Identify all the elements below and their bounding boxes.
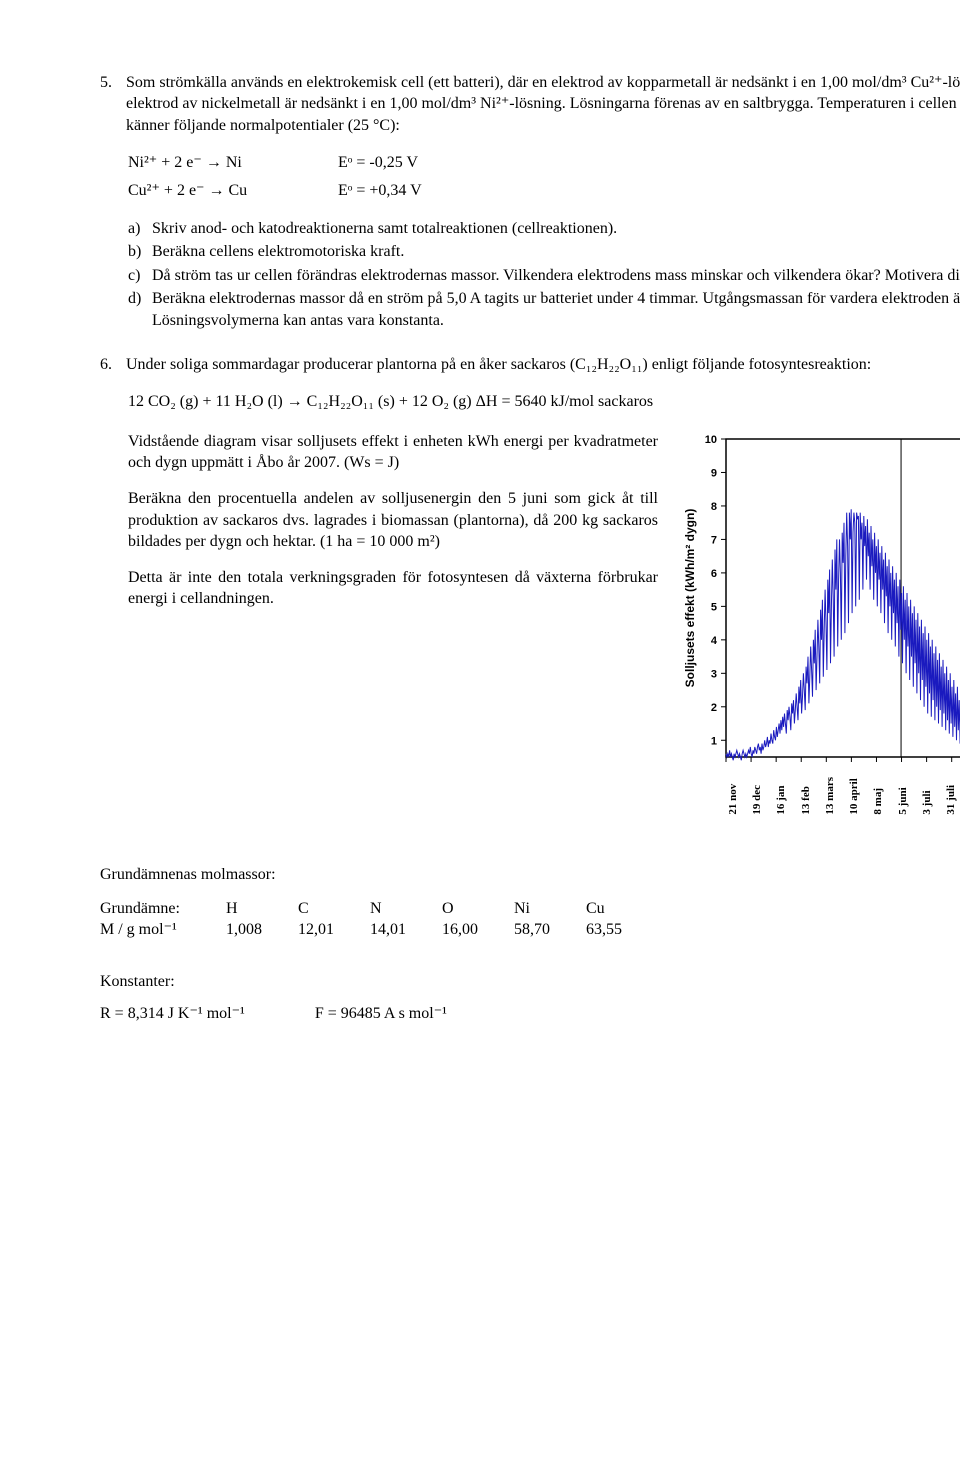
svg-text:9: 9 xyxy=(711,467,717,479)
molar-col-2-name: N xyxy=(370,898,442,920)
constants-title: Konstanter: xyxy=(100,971,960,993)
molar-col-4-name: Ni xyxy=(514,898,586,920)
svg-text:6: 6 xyxy=(711,568,717,580)
molar-col-2-value: 14,01 xyxy=(370,919,442,941)
molar-row2-head: M / g mol⁻¹ xyxy=(100,919,226,941)
problem-5-number: 5. xyxy=(100,72,126,94)
sunlight-chart-x-tick: 13 mars xyxy=(823,777,838,815)
page-language-marker: SV xyxy=(100,30,960,52)
svg-text:5: 5 xyxy=(711,601,717,613)
molar-mass-title: Grundämnenas molmassor: xyxy=(100,864,960,886)
svg-text:3: 3 xyxy=(711,668,717,680)
molar-row1-head: Grundämne: xyxy=(100,898,226,920)
part-a-text: Skriv anod- och katodreaktionerna samt t… xyxy=(152,218,960,240)
problem-6-para1: Vidstående diagram visar solljusets effe… xyxy=(128,431,658,474)
svg-text:Solljusets effekt (kWh/m² dygn: Solljusets effekt (kWh/m² dygn) xyxy=(683,508,697,687)
part-d-text: Beräkna elektrodernas massor då en ström… xyxy=(152,288,960,331)
molar-col-3-value: 16,00 xyxy=(442,919,514,941)
sunlight-chart-x-ticks: 21 nov 19 dec 16 jan 13 feb 13 mars 10 april 8… xyxy=(680,777,960,815)
sunlight-chart-x-tick: 10 april xyxy=(847,777,862,815)
sunlight-chart-x-tick: 13 feb xyxy=(799,777,814,815)
eq-ni-right: Eᵒ = -0,25 V xyxy=(338,152,498,174)
constant-r: R = 8,314 J K⁻¹ mol⁻¹ xyxy=(100,1003,245,1025)
part-d-letter: d) xyxy=(128,288,152,310)
molar-col-4-value: 58,70 xyxy=(514,919,586,941)
sunlight-chart-x-tick: 31 juli xyxy=(944,777,959,815)
problem-5-equations: Ni²⁺ + 2 e⁻ → Ni Eᵒ = -0,25 V Cu²⁺ + 2 e… xyxy=(128,152,960,201)
problem-6-para3: Detta är inte den totala verkningsgraden… xyxy=(128,567,658,610)
svg-text:1: 1 xyxy=(711,735,717,747)
sunlight-chart-x-tick: 16 jan xyxy=(774,777,789,815)
constants-row: R = 8,314 J K⁻¹ mol⁻¹ F = 96485 A s mol⁻… xyxy=(100,1003,960,1025)
sunlight-chart-x-tick: 21 nov xyxy=(726,777,741,815)
problem-6-left-column: Vidstående diagram visar solljusets effe… xyxy=(128,431,658,624)
problem-5: 5. Som strömkälla används en elektrokemi… xyxy=(100,72,960,332)
sunlight-chart-svg: 1 2 3 4 5 6 7 8 9 10 Solljusets effekt (kWh/m² dyg… xyxy=(680,431,960,771)
constant-f: F = 96485 A s mol⁻¹ xyxy=(315,1003,447,1025)
sunlight-chart-x-tick: 5 juni xyxy=(896,777,911,815)
eq-ni-left: Ni²⁺ + 2 e⁻ → Ni xyxy=(128,152,338,174)
sunlight-chart: 1 2 3 4 5 6 7 8 9 10 Solljusets effekt (kWh/m² dyg… xyxy=(680,431,960,815)
svg-text:4: 4 xyxy=(711,635,718,647)
part-b-text: Beräkna cellens elektromotoriska kraft. xyxy=(152,241,960,263)
svg-text:2: 2 xyxy=(711,702,717,714)
molar-mass-table: Grundämne: H C N O Ni Cu M / g mol⁻¹ 1,0… xyxy=(100,898,960,941)
svg-text:8: 8 xyxy=(711,501,717,513)
sunlight-chart-x-tick: 19 dec xyxy=(750,777,765,815)
molar-col-0-name: H xyxy=(226,898,298,920)
molar-col-1-value: 12,01 xyxy=(298,919,370,941)
part-b-letter: b) xyxy=(128,241,152,263)
molar-col-0-value: 1,008 xyxy=(226,919,298,941)
molar-col-3-name: O xyxy=(442,898,514,920)
problem-6-intro: Under soliga sommardagar producerar plan… xyxy=(126,354,960,376)
part-c-letter: c) xyxy=(128,265,152,287)
problem-6-number: 6. xyxy=(100,354,126,376)
part-a-letter: a) xyxy=(128,218,152,240)
molar-col-5-value: 63,55 xyxy=(586,919,658,941)
sunlight-chart-x-tick: 8 maj xyxy=(871,777,886,815)
sunlight-chart-x-tick: 3 juli xyxy=(920,777,935,815)
molar-col-1-name: C xyxy=(298,898,370,920)
problem-6-reaction: 12 CO₂ (g) + 11 H₂O (l) → C₁₂H₂₂O₁₁ (s) … xyxy=(128,391,960,413)
part-c-text: Då ström tas ur cellen förändras elektro… xyxy=(152,265,960,287)
problem-5-intro: Som strömkälla används en elektrokemisk … xyxy=(126,72,960,137)
svg-text:7: 7 xyxy=(711,534,717,546)
eq-cu-left: Cu²⁺ + 2 e⁻ → Cu xyxy=(128,180,338,202)
svg-text:10: 10 xyxy=(705,434,717,446)
molar-col-5-name: Cu xyxy=(586,898,658,920)
problem-5-subparts: a) Skriv anod- och katodreaktionerna sam… xyxy=(128,218,960,332)
eq-cu-right: Eᵒ = +0,34 V xyxy=(338,180,498,202)
problem-6-para2: Beräkna den procentuella andelen av soll… xyxy=(128,488,658,553)
problem-6: 6. Under soliga sommardagar producerar p… xyxy=(100,354,960,815)
